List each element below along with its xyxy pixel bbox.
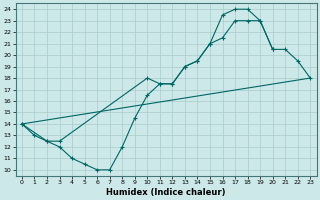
X-axis label: Humidex (Indice chaleur): Humidex (Indice chaleur): [106, 188, 226, 197]
